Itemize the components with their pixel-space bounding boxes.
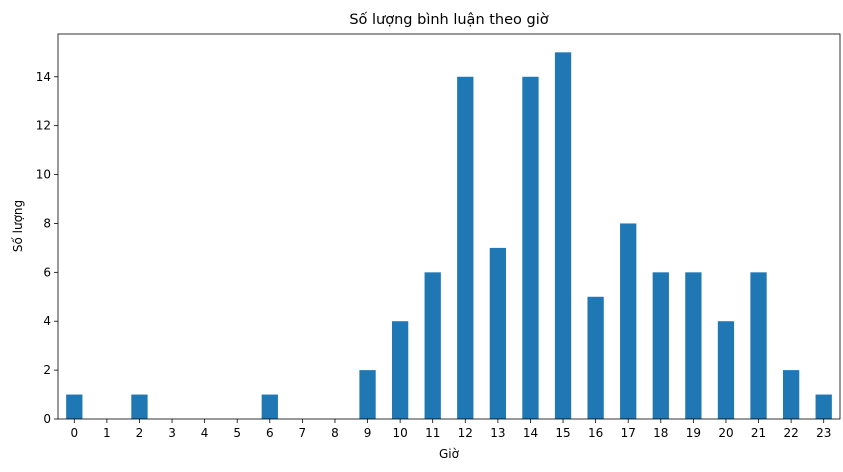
y-tick-label: 0 <box>43 412 51 426</box>
y-tick-label: 14 <box>36 70 51 84</box>
bar-hour-13 <box>489 247 507 419</box>
x-axis-ticks: 0 1 2 3 4 5 6 7 8 9 10 11 12 13 14 15 16 17 18 19 20 21 22 23 <box>70 419 831 440</box>
bar-hour-21 <box>750 272 767 419</box>
y-tick-label: 12 <box>36 119 51 133</box>
bar-hour-23 <box>815 394 832 419</box>
x-tick-label: 17 <box>621 426 636 440</box>
x-axis-label: Giờ <box>439 447 460 461</box>
x-tick-label: 19 <box>686 426 701 440</box>
bar-hour-9 <box>359 370 376 419</box>
x-tick-label: 11 <box>425 426 440 440</box>
x-tick-label: 4 <box>201 426 209 440</box>
bar-hour-20 <box>717 321 735 419</box>
bar-hour-14 <box>522 76 539 420</box>
y-tick-label: 8 <box>43 216 51 230</box>
bar-hour-15 <box>554 52 572 419</box>
bar-hour-12 <box>457 76 474 420</box>
x-tick-label: 3 <box>168 426 176 440</box>
x-tick-label: 1 <box>103 426 111 440</box>
bar-hour-22 <box>782 370 800 419</box>
x-tick-label: 23 <box>816 426 831 440</box>
x-tick-label: 8 <box>331 426 339 440</box>
y-tick-label: 2 <box>43 363 51 377</box>
x-tick-label: 22 <box>783 426 798 440</box>
y-tick-label: 6 <box>43 265 51 279</box>
y-tick-label: 4 <box>43 314 51 328</box>
bar-hour-2 <box>131 394 148 419</box>
bars-group <box>66 52 832 420</box>
bar-hour-6 <box>261 394 278 419</box>
bar-hour-10 <box>391 321 409 419</box>
x-tick-label: 9 <box>364 426 372 440</box>
x-tick-label: 5 <box>233 426 241 440</box>
x-tick-label: 0 <box>70 426 78 440</box>
plot-frame <box>57 33 841 420</box>
bar-hour-16 <box>587 296 604 419</box>
x-tick-label: 13 <box>490 426 505 440</box>
bar-hour-11 <box>424 272 441 419</box>
y-tick-label: 10 <box>36 168 51 182</box>
bar-hour-17 <box>620 223 637 419</box>
x-tick-label: 18 <box>653 426 668 440</box>
x-tick-label: 10 <box>392 426 407 440</box>
y-axis-ticks: 0 2 4 6 8 10 12 14 <box>36 70 58 426</box>
x-tick-label: 14 <box>523 426 538 440</box>
y-axis-label: Số lượng <box>11 200 25 252</box>
bar-hour-18 <box>652 272 669 419</box>
x-tick-label: 21 <box>751 426 766 440</box>
x-tick-label: 16 <box>588 426 603 440</box>
x-tick-label: 7 <box>299 426 307 440</box>
x-tick-label: 15 <box>555 426 570 440</box>
x-tick-label: 20 <box>718 426 733 440</box>
bar-hour-0 <box>66 394 83 419</box>
x-tick-label: 2 <box>136 426 144 440</box>
bar-hour-19 <box>685 272 702 419</box>
chart-title: Số lượng bình luận theo giờ <box>349 11 548 28</box>
x-tick-label: 6 <box>266 426 274 440</box>
x-tick-label: 12 <box>458 426 473 440</box>
